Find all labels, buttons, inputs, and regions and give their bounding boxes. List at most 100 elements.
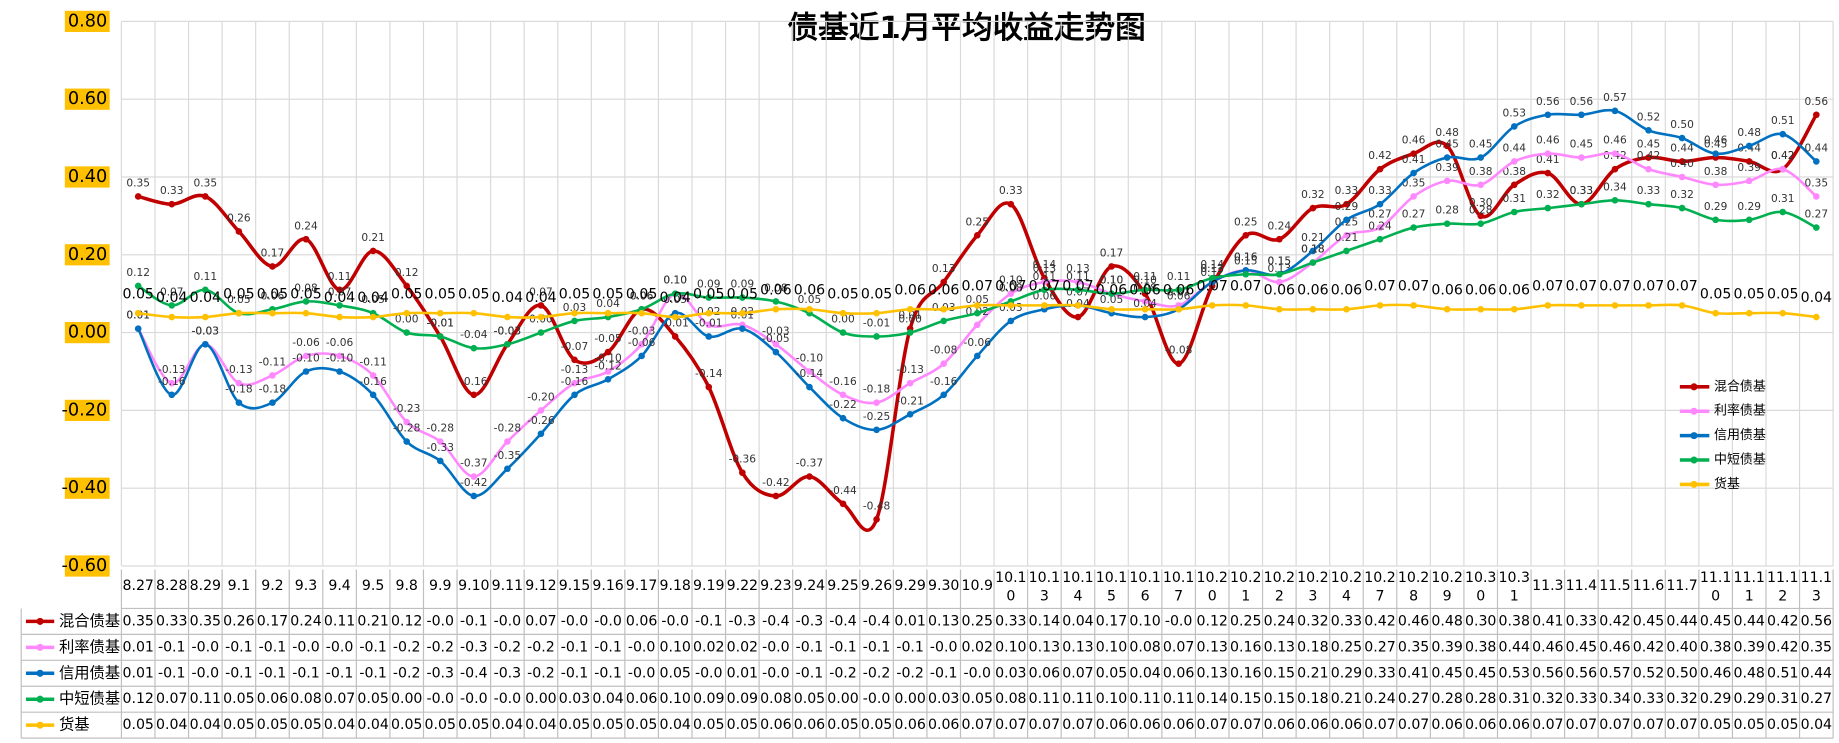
data-label: 0.06 bbox=[928, 282, 959, 298]
x-tick-part: 10.2 bbox=[1364, 570, 1395, 586]
table-cell: 0.30 bbox=[1465, 613, 1496, 629]
data-label: -0.01 bbox=[427, 318, 454, 330]
x-tick-part: 6 bbox=[1141, 589, 1150, 605]
data-point bbox=[134, 193, 142, 200]
legend-label: 利率债基 bbox=[1714, 403, 1766, 419]
data-point bbox=[1645, 154, 1652, 161]
data-label: -0.05 bbox=[762, 333, 789, 345]
data-label: 0.38 bbox=[1704, 166, 1728, 178]
data-label: -0.10 bbox=[796, 353, 824, 365]
data-point bbox=[1678, 302, 1686, 309]
x-tick-part: 2 bbox=[1275, 589, 1284, 605]
data-label: 0.06 bbox=[894, 282, 925, 298]
data-label: -0.26 bbox=[527, 415, 555, 427]
data-label: 0.05 bbox=[559, 286, 590, 302]
data-label: 0.41 bbox=[1536, 154, 1560, 166]
data-label: -0.07 bbox=[561, 341, 588, 353]
data-label: 0.24 bbox=[294, 220, 318, 232]
data-point bbox=[1141, 298, 1149, 305]
data-label: 0.39 bbox=[1737, 162, 1761, 174]
data-label: 0.45 bbox=[1704, 139, 1728, 151]
data-label: 0.07 bbox=[1398, 279, 1429, 295]
data-point bbox=[336, 302, 343, 309]
y-tick-label: 0.20 bbox=[68, 245, 107, 265]
data-point bbox=[839, 414, 847, 422]
data-point bbox=[772, 340, 780, 348]
data-label: -0.35 bbox=[494, 450, 521, 462]
data-label: 0.05 bbox=[693, 286, 724, 302]
data-point bbox=[403, 418, 411, 426]
data-point bbox=[134, 309, 142, 317]
data-point bbox=[906, 410, 914, 418]
table-cell: -0.2 bbox=[527, 639, 555, 655]
data-label: 0.16 bbox=[1234, 251, 1258, 263]
legend-dot bbox=[1690, 456, 1698, 464]
data-point bbox=[470, 473, 478, 480]
data-point bbox=[604, 348, 612, 356]
data-label: 0.24 bbox=[1368, 220, 1392, 232]
data-label: 0.09 bbox=[697, 279, 721, 291]
data-label: 0.17 bbox=[261, 247, 285, 259]
data-label: -0.06 bbox=[964, 337, 992, 349]
x-tick-part: 8 bbox=[1409, 589, 1418, 605]
data-point bbox=[269, 309, 276, 317]
table-cell: 0.33 bbox=[156, 613, 187, 629]
table-cell: 0.06 bbox=[257, 691, 288, 707]
table-cell: 0.05 bbox=[962, 691, 993, 707]
table-cell: 0.08 bbox=[290, 691, 321, 707]
data-label: 0.10 bbox=[999, 275, 1023, 287]
data-point bbox=[1007, 290, 1015, 297]
table-cell: 0.07 bbox=[1566, 717, 1597, 733]
table-legend-dot bbox=[36, 695, 44, 703]
x-tick-part: 11.1 bbox=[1733, 570, 1764, 586]
data-point bbox=[772, 492, 780, 500]
data-label: 0.05 bbox=[227, 294, 251, 306]
data-label: -0.33 bbox=[427, 442, 454, 454]
x-tick-label: 9.23 bbox=[760, 578, 791, 594]
table-legend-dot bbox=[36, 643, 44, 651]
data-label: 0.53 bbox=[1502, 107, 1526, 119]
data-label: -0.10 bbox=[326, 353, 354, 365]
table-cell: 0.32 bbox=[1532, 691, 1563, 707]
data-point bbox=[269, 372, 276, 379]
data-point bbox=[168, 391, 176, 399]
data-label: -0.16 bbox=[158, 376, 186, 388]
data-label: 0.06 bbox=[760, 282, 791, 298]
data-label: 0.05 bbox=[1767, 286, 1798, 302]
data-label: 0.00 bbox=[831, 314, 855, 326]
y-tick-label: 0.60 bbox=[68, 89, 107, 109]
table-cell: 0.31 bbox=[1499, 691, 1530, 707]
data-label: -0.20 bbox=[527, 391, 555, 403]
table-cell: 0.48 bbox=[1431, 613, 1462, 629]
y-tick-bg bbox=[64, 10, 110, 32]
table-cell: 0.07 bbox=[1062, 665, 1093, 681]
table-cell: -0.2 bbox=[829, 665, 857, 681]
x-tick-part: 10.2 bbox=[1297, 570, 1328, 586]
x-tick-part: 10.1 bbox=[1129, 570, 1160, 586]
table-cell: -0.4 bbox=[863, 613, 891, 629]
data-point bbox=[1678, 173, 1686, 181]
data-label: 0.07 bbox=[962, 279, 993, 295]
x-tick-label: 9.16 bbox=[592, 578, 623, 594]
data-label: -0.18 bbox=[863, 384, 891, 396]
data-label: -0.16 bbox=[359, 376, 387, 388]
x-tick-label: 11.1 1 bbox=[1733, 570, 1764, 605]
data-label: 0.06 bbox=[1096, 282, 1127, 298]
table-cell: 0.42 bbox=[1599, 613, 1630, 629]
x-tick-label: 9.11 bbox=[492, 578, 523, 594]
data-point bbox=[604, 375, 612, 383]
data-label: 0.39 bbox=[1435, 162, 1459, 174]
table-cell: 0.01 bbox=[894, 613, 925, 629]
data-point bbox=[504, 465, 511, 473]
table-cell: 0.13 bbox=[1196, 639, 1227, 655]
table-cell: 0.21 bbox=[357, 613, 388, 629]
data-point bbox=[202, 340, 209, 348]
data-point bbox=[1477, 154, 1485, 161]
x-tick-label: 9.10 bbox=[458, 578, 489, 594]
x-tick-part: 1 bbox=[1241, 589, 1250, 605]
data-point bbox=[1410, 150, 1417, 157]
data-point bbox=[369, 391, 377, 399]
data-label: -0.37 bbox=[460, 458, 487, 470]
data-label: 0.04 bbox=[1133, 298, 1157, 310]
table-cell: 0.38 bbox=[1700, 639, 1731, 655]
